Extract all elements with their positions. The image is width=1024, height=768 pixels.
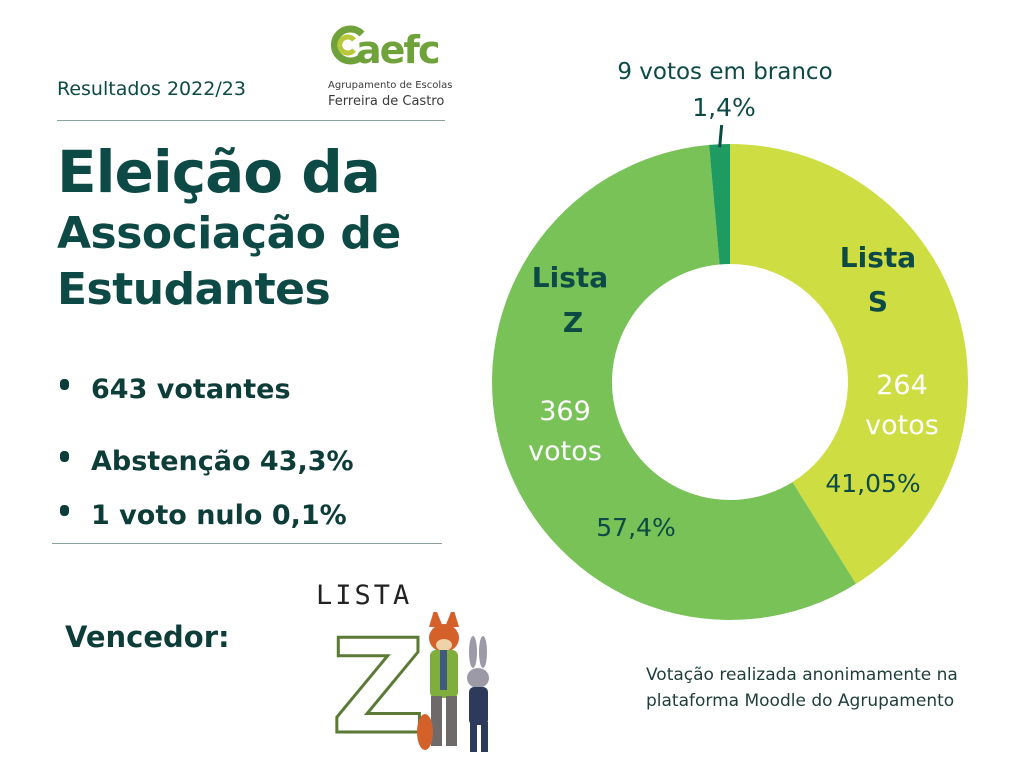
stat-abstention-text: Abstenção 43,3% <box>91 446 354 477</box>
stat-null-vote: 1 voto nulo 0,1% <box>60 500 347 531</box>
bullet-icon <box>60 379 69 390</box>
bullet-icon <box>60 451 69 462</box>
slice-z-percent: 57,4% <box>596 513 675 542</box>
winner-letter: Z <box>331 612 425 762</box>
winner-artwork: Z <box>330 612 489 762</box>
winner-label: Vencedor: <box>65 620 230 654</box>
fox-character-icon <box>417 612 459 750</box>
stat-abstention: Abstenção 43,3% <box>60 446 354 477</box>
stat-voters: 643 votantes <box>60 374 291 405</box>
slice-z-votes-line1: 369 <box>539 396 591 427</box>
slice-branco-callout: 9 votos em branco <box>617 59 832 85</box>
divider-top <box>57 120 445 121</box>
stat-null-vote-text: 1 voto nulo 0,1% <box>91 500 347 531</box>
bullet-icon <box>60 505 69 516</box>
donut-slice-1 <box>491 144 856 620</box>
slice-s-votes-line2: votos <box>865 410 939 441</box>
logo-swirl-icon <box>330 25 365 65</box>
slice-z-name-line1: Lista <box>532 261 608 294</box>
logo-subtitle-2: Ferreira de Castro <box>328 94 445 109</box>
votes-donut-chart: Lista S 264 votos 41,05% Lista Z 369 votos 57,4% 9… <box>491 59 968 620</box>
callout-leader-line <box>718 124 724 148</box>
slice-s-votes-line1: 264 <box>876 370 928 401</box>
results-year: Resultados 2022/23 <box>57 78 246 100</box>
donut-slice-0 <box>730 144 968 584</box>
footnote: Votação realizada anonimamente na plataf… <box>646 662 1006 714</box>
footnote-line-2: plataforma Moodle do Agrupamento <box>646 691 955 711</box>
winner-lista-word: LISTA <box>316 580 413 611</box>
title-line-2: Associação de <box>57 208 401 259</box>
logo-mark: aefc <box>356 28 440 72</box>
stat-voters-text: 643 votantes <box>91 374 291 405</box>
slice-z-name-line2: Z <box>563 306 583 339</box>
rabbit-character-icon <box>467 636 489 752</box>
slice-s-name-line1: Lista <box>840 241 916 274</box>
slice-z-votes-line2: votos <box>528 436 602 467</box>
slice-s-name-line2: S <box>868 285 888 318</box>
logo-subtitle-1: Agrupamento de Escolas <box>328 80 453 91</box>
footnote-line-1: Votação realizada anonimamente na <box>646 665 958 685</box>
slice-branco-percent: 1,4% <box>692 93 756 122</box>
donut-slice-2 <box>709 144 730 265</box>
title-line-1: Eleição da <box>57 138 381 206</box>
page-title: Eleição da Associação de Estudantes <box>57 138 477 318</box>
school-logo: aefc Agrupamento de Escolas Ferreira de … <box>326 18 456 113</box>
divider-bottom <box>52 543 442 544</box>
slice-s-percent: 41,05% <box>825 469 920 498</box>
title-line-3: Estudantes <box>57 264 331 315</box>
